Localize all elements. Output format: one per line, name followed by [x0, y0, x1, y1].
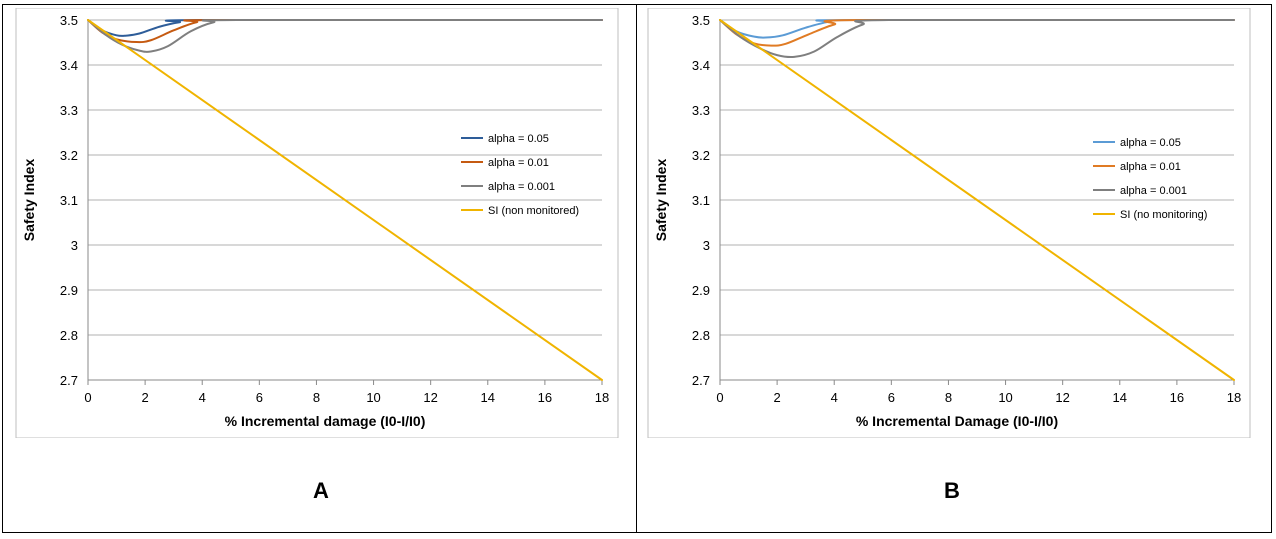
- series-line-3: [87, 19, 603, 53]
- x-axis-title: % Incremental damage (I0-I/I0): [225, 413, 426, 429]
- legend-entry: SI (no monitoring): [1120, 209, 1207, 221]
- y-tick-label: 2.8: [60, 328, 78, 343]
- x-tick-label: 10: [366, 390, 380, 405]
- x-tick-label: 16: [1170, 390, 1184, 405]
- y-tick-label: 3: [703, 238, 710, 253]
- chart-area-border: [647, 8, 1251, 438]
- x-tick-label: 4: [199, 390, 206, 405]
- x-tick-label: 8: [945, 390, 952, 405]
- figure-border: [2, 4, 1272, 533]
- x-tick-label: 6: [256, 390, 263, 405]
- x-tick-label: 6: [888, 390, 895, 405]
- y-tick-label: 2.9: [692, 283, 710, 298]
- y-axis-title: Safety Index: [653, 159, 669, 242]
- y-axis-title: Safety Index: [21, 159, 37, 242]
- y-tick-label: 3: [71, 238, 78, 253]
- x-tick-label: 0: [84, 390, 91, 405]
- y-tick-label: 3.4: [692, 58, 710, 73]
- x-tick-label: 16: [538, 390, 552, 405]
- x-tick-label: 4: [831, 390, 838, 405]
- legend-entry: alpha = 0.001: [488, 181, 555, 193]
- x-axis-title: % Incremental Damage (I0-I/I0): [856, 413, 1058, 429]
- legend-entry: alpha = 0.001: [1120, 185, 1187, 197]
- panel-label-a: A: [313, 478, 329, 503]
- y-tick-label: 3.3: [692, 103, 710, 118]
- series-line-4: [87, 19, 603, 381]
- x-tick-label: 2: [773, 390, 780, 405]
- legend-entry: SI (non monitored): [488, 205, 579, 217]
- legend-entry: alpha = 0.05: [1120, 137, 1181, 149]
- x-tick-label: 10: [998, 390, 1012, 405]
- x-tick-label: 14: [1113, 390, 1127, 405]
- y-tick-label: 3.5: [60, 13, 78, 28]
- y-tick-label: 2.7: [60, 373, 78, 388]
- y-tick-label: 3.2: [692, 148, 710, 163]
- panel-label-b: B: [944, 478, 960, 503]
- x-tick-label: 14: [481, 390, 495, 405]
- chart-area-border: [15, 8, 619, 438]
- x-tick-label: 12: [1055, 390, 1069, 405]
- x-tick-label: 12: [423, 390, 437, 405]
- series-line-4: [719, 19, 1235, 381]
- panel-divider: [636, 4, 637, 532]
- chart-panel-b: 2.7 2.8 2.9 3 3.1 3.2 3.3 3.4 3.5 0 2 4 6 8 10 12 14 16 18…: [647, 8, 1251, 438]
- y-tick-label: 2.7: [692, 373, 710, 388]
- legend-entry: alpha = 0.05: [488, 133, 549, 145]
- y-tick-label: 3.1: [692, 193, 710, 208]
- legend-entry: alpha = 0.01: [1120, 161, 1181, 173]
- x-tick-label: 2: [141, 390, 148, 405]
- legend-entry: alpha = 0.01: [488, 157, 549, 169]
- y-tick-label: 3.2: [60, 148, 78, 163]
- y-tick-label: 3.3: [60, 103, 78, 118]
- y-tick-label: 2.8: [692, 328, 710, 343]
- x-tick-label: 8: [313, 390, 320, 405]
- x-tick-label: 18: [1227, 390, 1241, 405]
- y-tick-label: 3.1: [60, 193, 78, 208]
- y-tick-label: 3.4: [60, 58, 78, 73]
- chart-panel-a: 2.7 2.8 2.9 3 3.1 3.2 3.3 3.4 3.5 0 2 4 6 8 10 12 14 16 18…: [15, 8, 619, 438]
- x-tick-label: 0: [716, 390, 723, 405]
- x-tick-label: 18: [595, 390, 609, 405]
- y-tick-label: 2.9: [60, 283, 78, 298]
- y-tick-label: 3.5: [692, 13, 710, 28]
